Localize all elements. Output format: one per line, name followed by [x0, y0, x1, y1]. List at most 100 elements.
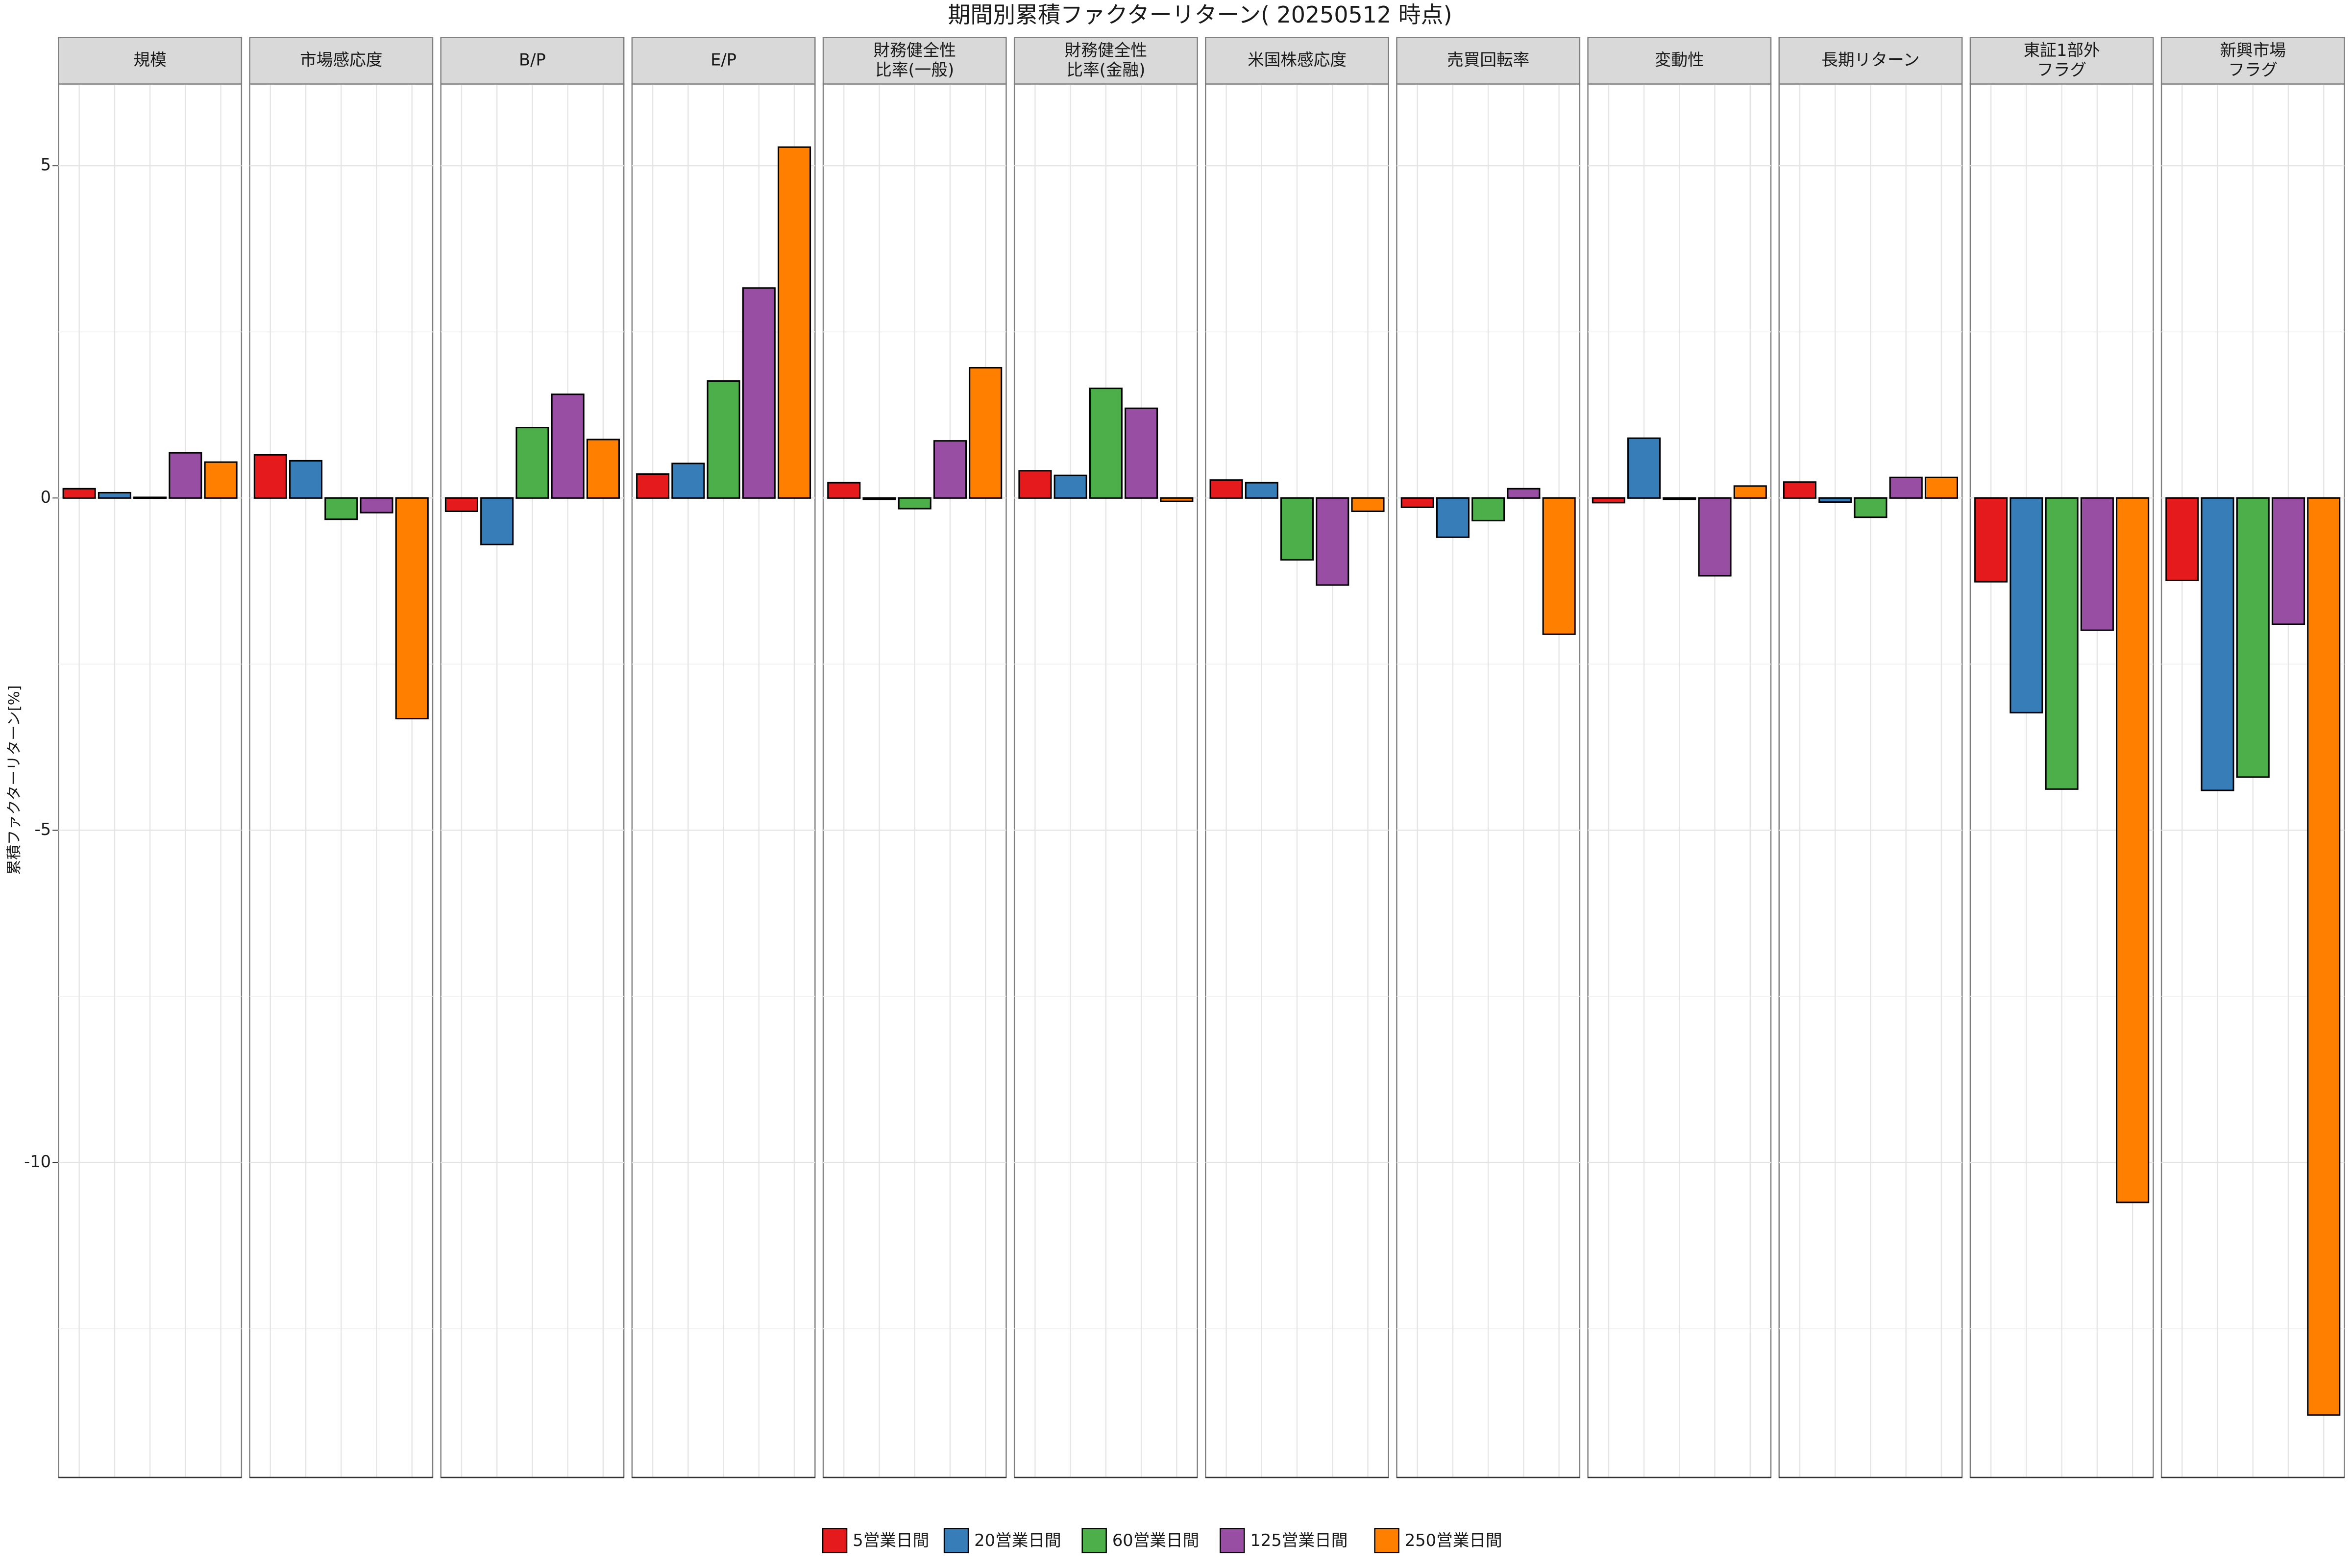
- strip-label: 新興市場フラグ: [2220, 41, 2286, 79]
- strip-label: 財務健全性比率(一般): [874, 41, 956, 79]
- bar: [778, 146, 811, 499]
- bar: [289, 460, 323, 499]
- bar: [1663, 497, 1696, 500]
- legend-swatch: [943, 1528, 969, 1553]
- bar: [1125, 407, 1158, 499]
- y-tick-label: 0: [41, 488, 51, 507]
- legend-swatch: [1374, 1528, 1399, 1553]
- bar: [1854, 497, 1887, 518]
- bar: [515, 427, 549, 499]
- bar: [1818, 497, 1852, 503]
- bar: [2045, 497, 2079, 790]
- bar: [1698, 497, 1732, 577]
- y-tick-label: 5: [41, 155, 51, 174]
- strip: [440, 37, 625, 85]
- bar: [2236, 497, 2270, 778]
- strip-label: 財務健全性比率(金融): [1065, 41, 1147, 79]
- bar: [671, 463, 705, 499]
- bar: [2272, 497, 2305, 625]
- strip-label: 規模: [133, 50, 166, 69]
- bar: [2165, 497, 2199, 582]
- bar: [1351, 497, 1385, 512]
- bar: [1889, 476, 1923, 499]
- bar: [1316, 497, 1349, 586]
- strip: [249, 37, 434, 85]
- bar: [1733, 485, 1767, 499]
- strip: [1778, 37, 1963, 85]
- legend-label: 250営業日間: [1405, 1531, 1502, 1550]
- strip: [1396, 37, 1581, 85]
- bar: [1974, 497, 2008, 583]
- y-tick-label: -5: [35, 820, 51, 839]
- bar: [2307, 497, 2341, 1416]
- bar: [2080, 497, 2114, 631]
- bar: [1160, 497, 1194, 502]
- bar: [169, 452, 202, 499]
- bar: [204, 461, 238, 499]
- legend-label: 20営業日間: [974, 1531, 1061, 1550]
- bar: [1018, 470, 1052, 499]
- bar: [933, 440, 967, 499]
- bar: [827, 482, 861, 499]
- bar: [586, 439, 620, 499]
- bar: [2201, 497, 2234, 791]
- bar: [742, 287, 776, 499]
- strip: [58, 37, 243, 85]
- strip-label: 変動性: [1655, 50, 1704, 69]
- bar: [444, 497, 478, 512]
- legend-swatch: [1081, 1528, 1107, 1553]
- strip: [822, 37, 1007, 85]
- bar: [551, 393, 585, 499]
- bar: [324, 497, 358, 520]
- bar: [1542, 497, 1576, 635]
- bar: [395, 497, 429, 720]
- strip-label: B/P: [519, 50, 546, 69]
- bar: [98, 491, 131, 499]
- bar: [360, 497, 393, 514]
- bar: [1783, 481, 1817, 499]
- bar: [1054, 474, 1087, 499]
- bar: [1592, 497, 1625, 504]
- strip-label: E/P: [710, 50, 736, 69]
- strip: [2160, 37, 2345, 85]
- bar: [898, 497, 931, 510]
- bar: [862, 497, 896, 500]
- strip: [631, 37, 816, 85]
- legend-swatch: [822, 1528, 848, 1553]
- bar: [1627, 437, 1661, 499]
- strip-label: 市場感応度: [300, 50, 382, 69]
- strip: [1969, 37, 2154, 85]
- strip-label: 東証1部外フラグ: [2024, 41, 2100, 79]
- bar: [1471, 497, 1505, 521]
- strip-label: 売買回転率: [1447, 50, 1529, 69]
- chart-title: 期間別累積ファクターリターン( 20250512 時点): [948, 1, 1452, 28]
- bar: [707, 380, 740, 499]
- bar: [253, 454, 287, 499]
- bar: [969, 367, 1003, 499]
- bar: [62, 488, 96, 499]
- legend-swatch: [1220, 1528, 1245, 1553]
- bar: [1400, 497, 1434, 508]
- strip-label: 長期リターン: [1821, 50, 1919, 69]
- strip: [1587, 37, 1772, 85]
- bar: [133, 496, 167, 499]
- bar: [2009, 497, 2043, 713]
- bar: [2116, 497, 2150, 1203]
- strip-label: 米国株感応度: [1248, 50, 1347, 69]
- bar: [1089, 388, 1123, 499]
- bar: [1507, 488, 1541, 499]
- strip: [1205, 37, 1390, 85]
- y-tick-label: -10: [24, 1152, 51, 1171]
- bar: [1280, 497, 1314, 561]
- legend-label: 5営業日間: [853, 1531, 929, 1550]
- strip: [1013, 37, 1198, 85]
- bar: [636, 473, 670, 499]
- bar: [480, 497, 514, 545]
- bar: [1245, 482, 1278, 499]
- bar: [1436, 497, 1470, 538]
- legend-label: 125営業日間: [1250, 1531, 1348, 1550]
- bar: [1924, 476, 1959, 499]
- y-axis-title: 累積ファクターリターン[%]: [6, 685, 23, 875]
- legend-label: 60営業日間: [1112, 1531, 1199, 1550]
